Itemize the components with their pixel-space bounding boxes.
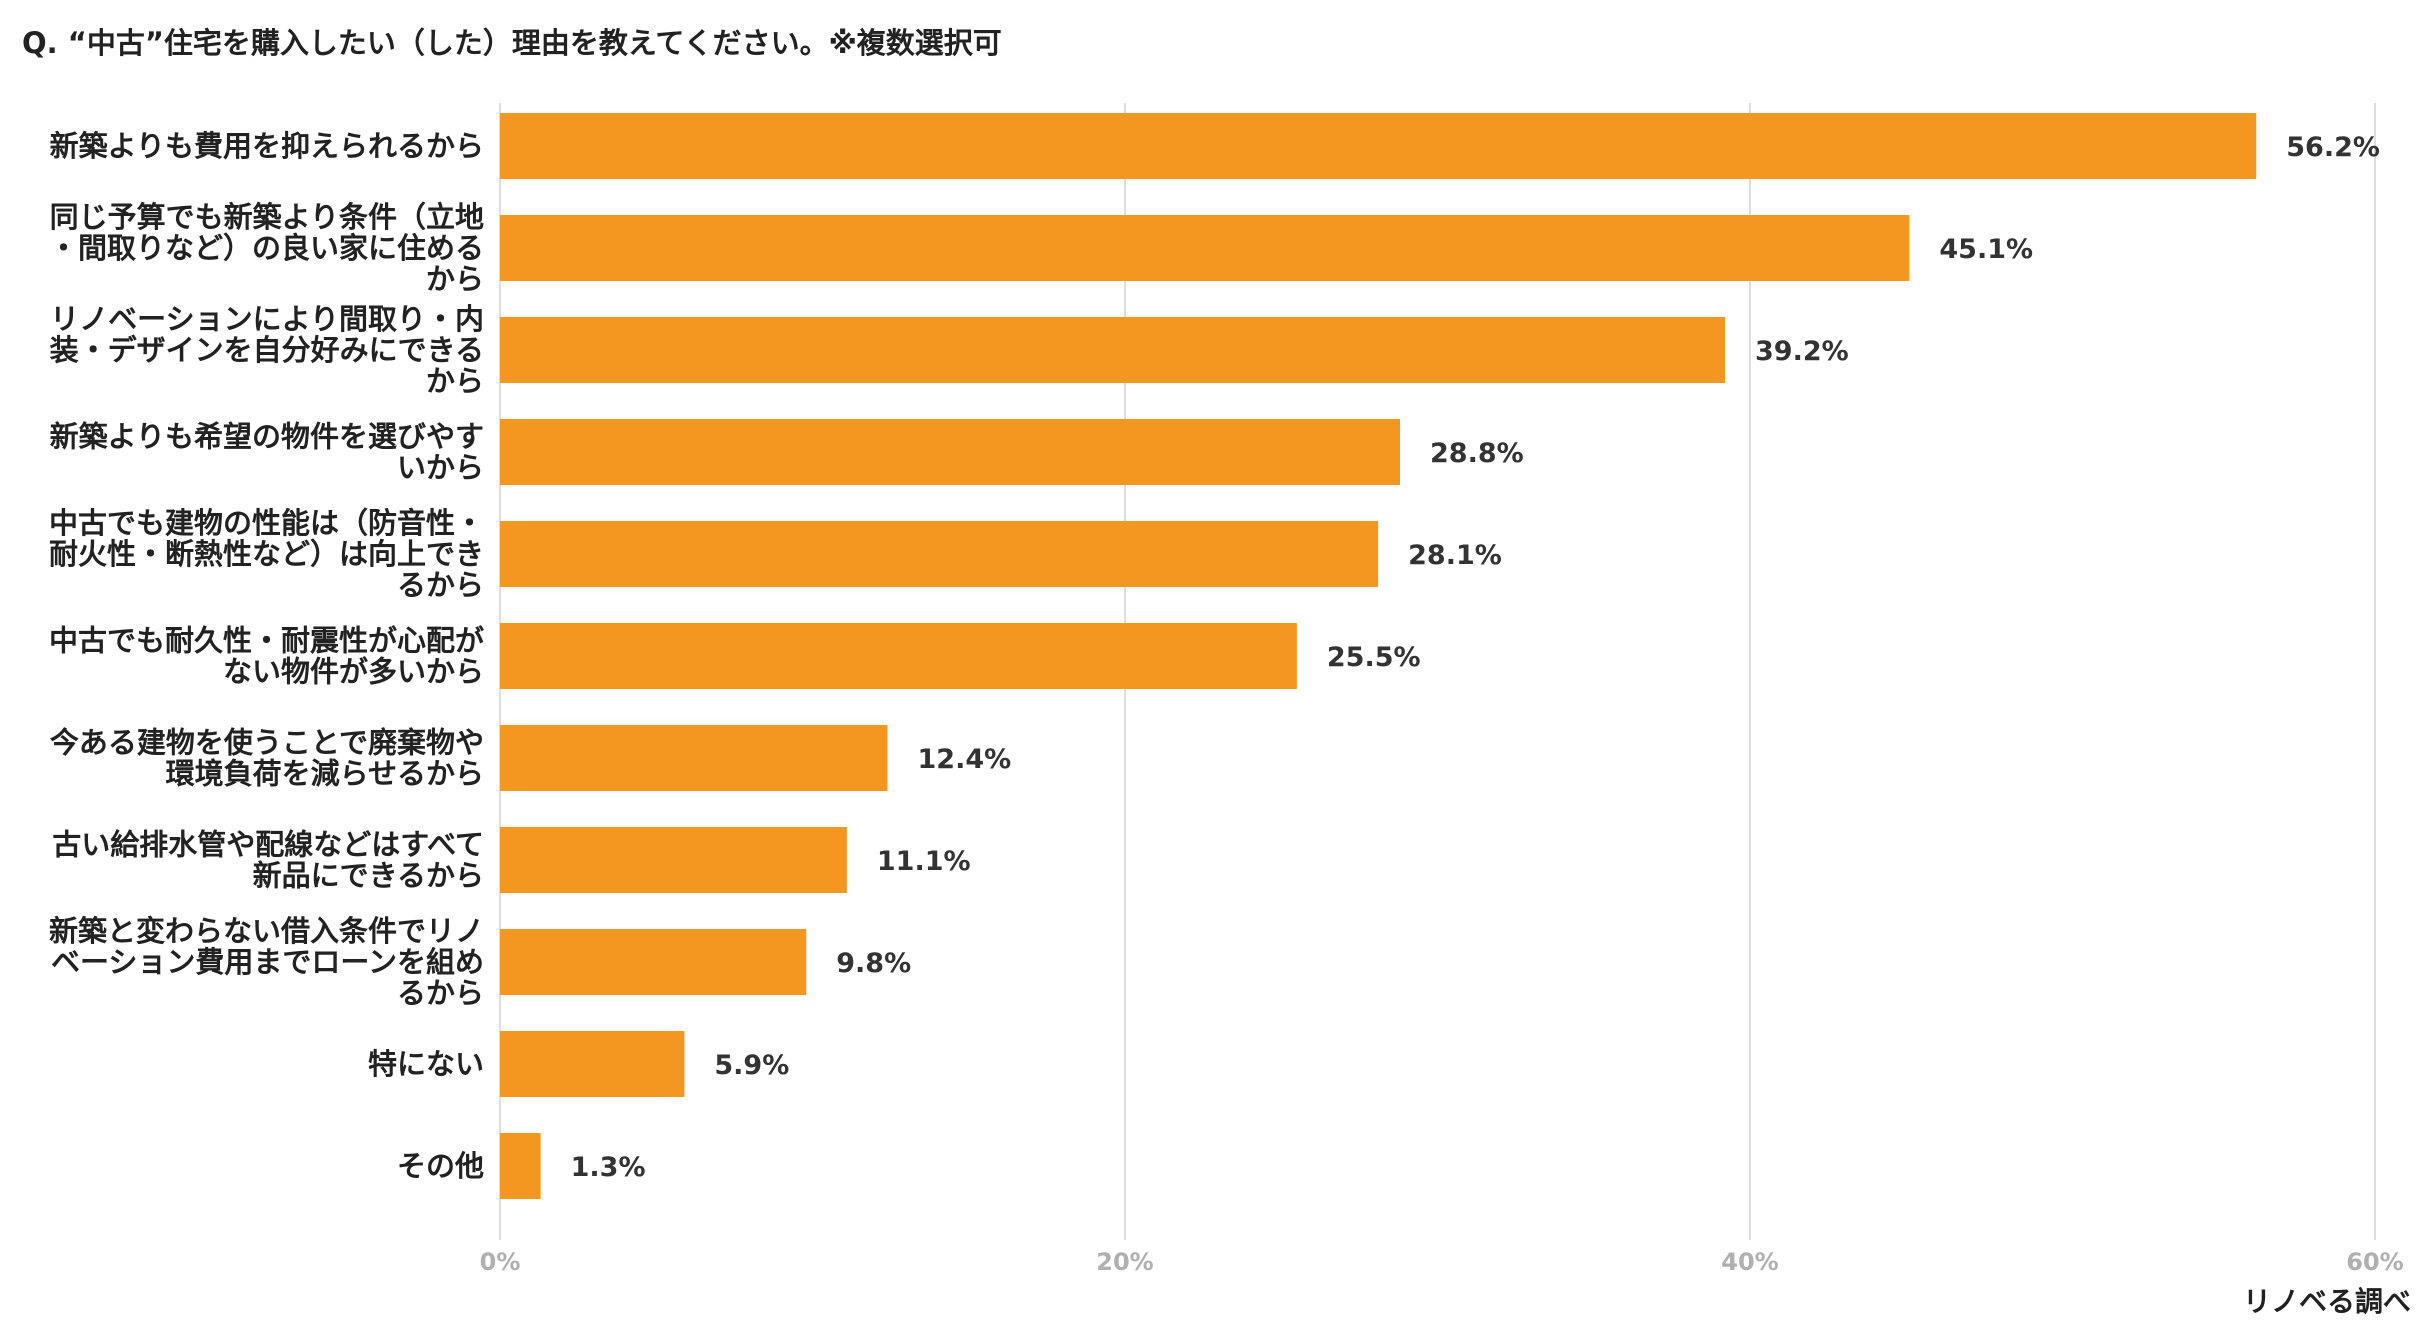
value-label: 45.1% [1939,234,2033,265]
source-note: リノベる調べ [2242,1285,2411,1318]
category-label: 新築よりも費用を抑えられるから [50,129,484,163]
bar [500,827,847,893]
category-label: リノベーションにより間取り・内装・デザインを自分好みにできるから [50,302,484,398]
value-label: 9.8% [836,948,911,979]
category-label: 同じ予算でも新築より条件（立地・間取りなど）の良い家に住めるから [49,200,484,296]
bar [500,317,1725,383]
bar [500,215,1910,281]
bar [500,521,1379,587]
value-label: 28.8% [1430,438,1524,469]
category-label: 中古でも耐久性・耐震性が心配がない物件が多いから [49,624,484,689]
value-label: 56.2% [2286,132,2380,163]
value-label: 28.1% [1408,540,1502,571]
bar [500,1031,685,1097]
category-label: その他 [397,1149,484,1183]
bar [500,419,1400,485]
bar [500,725,888,791]
category-label: 新築と変わらない借入条件でリノベーション費用までローンを組めるから [49,914,484,1010]
x-tick-label: 40% [1721,1248,1778,1276]
chart-title: Q. “中古”住宅を購入したい（した）理由を教えてください。※複数選択可 [22,26,1002,60]
bar [500,623,1297,689]
x-tick-label: 60% [2346,1248,2403,1276]
value-label: 39.2% [1755,336,1849,367]
category-label: 古い給排水管や配線などはすべて新品にできるから [52,828,484,893]
category-label: 今ある建物を使うことで廃棄物や環境負荷を減らせるから [50,726,484,791]
bar [500,113,2257,179]
x-tick-label: 0% [480,1248,521,1276]
x-tick-label: 20% [1096,1248,1153,1276]
value-label: 11.1% [877,846,971,877]
value-label: 5.9% [714,1050,789,1081]
bar [500,929,807,995]
value-label: 25.5% [1327,642,1421,673]
category-label: 中古でも建物の性能は（防音性・耐火性・断熱性など）は向上できるから [49,506,484,602]
bar [500,1133,541,1199]
category-label: 特にない [368,1047,484,1081]
value-label: 1.3% [571,1152,646,1183]
category-label: 新築よりも希望の物件を選びやすいから [50,420,484,485]
value-label: 12.4% [918,744,1012,775]
